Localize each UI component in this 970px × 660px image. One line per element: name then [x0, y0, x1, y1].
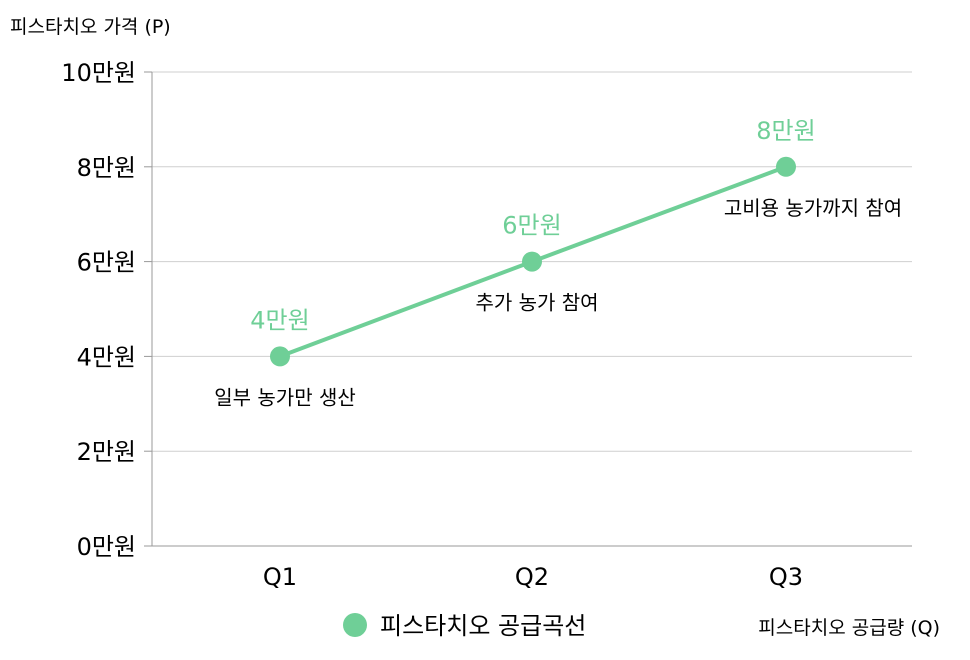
legend: 피스타치오 공급곡선: [343, 612, 586, 640]
x-tick-label: Q2: [515, 563, 549, 591]
data-label: 4만원: [250, 306, 309, 334]
legend-marker: [343, 613, 367, 637]
data-point: [270, 346, 290, 367]
x-tick-label: Q1: [263, 563, 297, 591]
annotation: 고비용 농가까지 참여: [724, 196, 902, 220]
y-tick-label: 10만원: [61, 59, 136, 87]
legend-label: 피스타치오 공급곡선: [380, 612, 586, 640]
annotation: 추가 농가 참여: [475, 291, 598, 315]
y-tick-label: 8만원: [77, 154, 136, 182]
annotation: 일부 농가만 생산: [214, 385, 356, 409]
x-axis-title: 피스타치오 공급량 (Q): [758, 617, 940, 639]
x-tick-labels: Q1 Q2 Q3: [263, 563, 803, 591]
y-tick-label: 2만원: [77, 438, 136, 466]
y-tick-label: 0만원: [77, 533, 136, 561]
data-label: 6만원: [502, 212, 561, 240]
y-tick-label: 4만원: [77, 343, 136, 371]
y-tick-labels: 0만원 2만원 4만원 6만원 8만원 10만원: [61, 59, 136, 561]
y-axis-title: 피스타치오 가격 (P): [10, 16, 171, 38]
data-label: 8만원: [756, 117, 815, 145]
data-point: [776, 156, 796, 177]
x-tick-label: Q3: [769, 563, 803, 591]
data-point: [522, 251, 542, 272]
y-tick-label: 6만원: [77, 249, 136, 277]
